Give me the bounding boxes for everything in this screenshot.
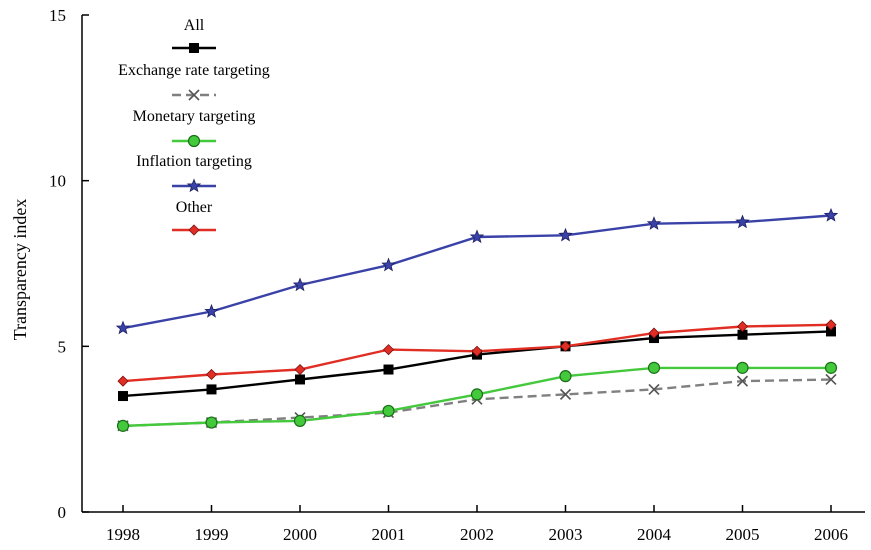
x-tick-label: 1998 <box>106 525 140 544</box>
data-point-other <box>648 327 660 339</box>
data-point-other <box>205 368 218 381</box>
data-point-all <box>118 391 128 402</box>
data-point-all <box>826 326 836 337</box>
x-tick-label: 2004 <box>637 525 672 544</box>
legend-label: Other <box>176 199 213 216</box>
y-tick-label: 0 <box>58 503 67 522</box>
legend-entry-other: Other <box>172 199 216 236</box>
x-tick-label: 2003 <box>549 525 583 544</box>
data-point-exchange-rate-targeting <box>648 383 660 395</box>
legend-entry-exchange-rate-targeting: Exchange rate targeting <box>118 62 270 101</box>
data-point-exchange-rate-targeting <box>736 375 749 387</box>
legend-entry-monetary-targeting: Monetary targeting <box>133 108 256 148</box>
legend-label: Inflation targeting <box>136 153 252 170</box>
data-point-exchange-rate-targeting <box>559 388 572 400</box>
data-point-all <box>206 384 217 395</box>
series-monetary-targeting <box>116 361 838 432</box>
data-point-exchange-rate-targeting <box>825 373 837 386</box>
data-point-all <box>737 329 748 340</box>
legend: All Exchange rate targeting Monetary targe… <box>118 17 270 236</box>
data-point-monetary-targeting <box>382 404 395 418</box>
data-point-monetary-targeting <box>736 361 749 374</box>
data-point-inflation-targeting <box>292 277 308 292</box>
x-tick-label: 2005 <box>726 525 760 544</box>
series-other <box>117 319 837 387</box>
data-point-other <box>825 319 837 331</box>
y-axis-title: Transparency index <box>10 199 30 341</box>
data-point-monetary-targeting <box>559 370 572 383</box>
x-tick-label: 1999 <box>195 525 229 544</box>
data-point-monetary-targeting <box>647 361 661 374</box>
legend-label: All <box>184 17 205 34</box>
x-tick-label: 2002 <box>460 525 494 544</box>
data-point-inflation-targeting <box>204 303 219 318</box>
data-point-inflation-targeting <box>381 257 396 272</box>
legend-label: Exchange rate targeting <box>118 62 270 79</box>
legend-swatch-marker <box>189 43 199 53</box>
ticks: 0 5 10 15 1998 1999 2000 2001 2002 2003 2004 2005 20… <box>49 6 848 544</box>
data-point-other <box>117 375 129 387</box>
data-point-other <box>294 363 306 376</box>
data-point-inflation-targeting <box>469 229 485 244</box>
y-tick-label: 5 <box>58 337 67 356</box>
legend-swatch-marker <box>186 178 202 193</box>
x-tick-label: 2000 <box>283 525 317 544</box>
x-tick-label: 2001 <box>372 525 406 544</box>
data-point-inflation-targeting <box>735 214 750 229</box>
data-point-all <box>383 364 394 375</box>
series-line-all <box>122 330 832 398</box>
data-point-other <box>736 320 749 333</box>
legend-entry-all: All <box>172 17 216 53</box>
data-point-other <box>471 345 483 357</box>
x-tick-label: 2006 <box>814 525 848 544</box>
data-point-monetary-targeting <box>205 416 218 429</box>
data-point-inflation-targeting <box>646 216 662 230</box>
axes <box>81 15 865 513</box>
y-tick-label: 10 <box>49 172 66 191</box>
legend-swatch-marker <box>188 89 200 101</box>
y-tick-label: 15 <box>49 6 66 25</box>
legend-swatch-marker <box>188 224 200 236</box>
data-point-inflation-targeting <box>823 207 839 222</box>
series-layer <box>115 207 839 432</box>
data-point-monetary-targeting <box>470 388 484 401</box>
data-point-other <box>559 340 572 352</box>
legend-swatch-marker <box>187 134 201 148</box>
data-point-monetary-targeting <box>824 361 838 374</box>
legend-label: Monetary targeting <box>133 108 256 125</box>
data-point-inflation-targeting <box>115 320 131 335</box>
data-point-other <box>382 344 395 356</box>
data-point-inflation-targeting <box>558 227 573 242</box>
legend-entry-inflation-targeting: Inflation targeting <box>136 153 252 193</box>
data-point-all <box>295 374 305 385</box>
data-point-monetary-targeting <box>116 419 130 432</box>
series-inflation-targeting <box>115 207 839 335</box>
data-point-monetary-targeting <box>293 414 307 427</box>
